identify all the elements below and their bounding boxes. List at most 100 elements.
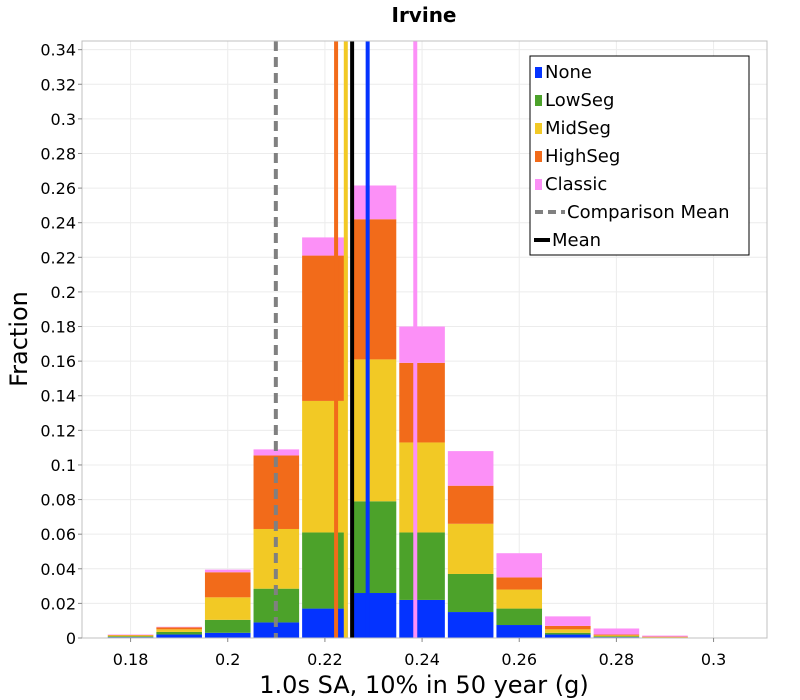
bar-none-8 [496, 625, 543, 638]
y-tick-label: 0.06 [40, 525, 76, 544]
bar-none-1 [156, 634, 202, 638]
x-tick-label: 0.22 [307, 650, 343, 669]
legend-swatch-none [535, 67, 542, 78]
bar-midseg-7 [447, 523, 494, 574]
y-tick-label: 0.3 [51, 110, 76, 129]
y-tick-label: 0.14 [40, 387, 76, 406]
bar-highseg-5 [350, 219, 397, 360]
bar-highseg-4 [302, 255, 348, 401]
bar-lowseg-6 [399, 532, 445, 600]
bar-classic-1 [156, 626, 202, 628]
bar-highseg-9 [545, 625, 591, 630]
bar-midseg-5 [350, 359, 397, 502]
legend-box [529, 55, 750, 256]
legend-label-mean: Mean [552, 230, 601, 251]
bar-lowseg-7 [447, 573, 494, 613]
bar-lowseg-1 [156, 631, 202, 635]
plot-frame [81, 40, 768, 639]
bar-lowseg-0 [107, 636, 154, 638]
bar-midseg-9 [545, 629, 591, 633]
bar-midseg-11 [642, 636, 688, 638]
bar-lowseg-9 [545, 632, 591, 635]
x-axis-label: 1.0s SA, 10% in 50 year (g) [259, 671, 588, 699]
bar-lowseg-10 [593, 636, 640, 638]
bar-classic-4 [302, 237, 348, 256]
bar-none-7 [447, 612, 494, 638]
bar-classic-8 [496, 553, 543, 578]
bar-none-2 [204, 632, 251, 638]
y-tick-label: 0 [66, 629, 76, 648]
legend-swatch-midseg [535, 123, 542, 134]
y-tick-label: 0.18 [40, 318, 76, 337]
bar-none-3 [253, 622, 300, 638]
legend-label-none: None [545, 62, 592, 83]
legend-swatch-classic [535, 179, 542, 190]
y-tick-label: 0.02 [40, 594, 76, 613]
y-tick-label: 0.32 [40, 75, 76, 94]
chart-title: Irvine [392, 3, 457, 27]
bar-lowseg-5 [350, 501, 397, 594]
bar-midseg-4 [302, 400, 348, 533]
x-tick-label: 0.3 [701, 650, 726, 669]
stacked-bars [107, 185, 737, 639]
legend-label-highseg: HighSeg [545, 146, 620, 167]
bar-highseg-0 [107, 634, 154, 636]
x-tick-label: 0.28 [599, 650, 635, 669]
bar-highseg-8 [496, 577, 543, 590]
bar-none-6 [399, 599, 445, 638]
bar-none-9 [545, 634, 591, 638]
bar-classic-10 [593, 628, 640, 635]
bar-lowseg-8 [496, 608, 543, 626]
y-tick-label: 0.12 [40, 421, 76, 440]
bar-midseg-8 [496, 589, 543, 609]
bar-classic-11 [642, 635, 688, 637]
bar-none-5 [350, 593, 397, 638]
bar-midseg-10 [593, 635, 640, 637]
x-axis-ticks: 0.18 0.2 0.22 0.24 0.26 0.28 0.3 [113, 638, 726, 669]
x-tick-label: 0.18 [113, 650, 149, 669]
x-tick-label: 0.2 [215, 650, 240, 669]
x-tick-label: 0.26 [501, 650, 537, 669]
bar-lowseg-2 [204, 619, 251, 633]
bar-classic-9 [545, 616, 591, 626]
y-axis-ticks: 0 0.02 0.04 0.06 0.08 0.1 0.12 0.14 0.16 0.18 0.2 0… [40, 41, 82, 648]
bar-highseg-10 [593, 634, 640, 636]
y-tick-label: 0.04 [40, 560, 76, 579]
bar-midseg-1 [156, 629, 202, 632]
bar-highseg-2 [204, 572, 251, 598]
bar-midseg-2 [204, 597, 251, 620]
bar-midseg-6 [399, 442, 445, 533]
legend-swatch-highseg [535, 151, 542, 162]
bar-lowseg-4 [302, 532, 348, 609]
legend-label-midseg: MidSeg [545, 118, 611, 139]
y-tick-label: 0.2 [51, 283, 76, 302]
bar-classic-5 [350, 185, 397, 220]
x-tick-label: 0.24 [404, 650, 440, 669]
bar-none-4 [302, 608, 348, 638]
bar-classic-0 [107, 634, 154, 636]
y-tick-label: 0.22 [40, 248, 76, 267]
y-tick-label: 0.08 [40, 491, 76, 510]
y-tick-label: 0.1 [51, 456, 76, 475]
y-tick-label: 0.24 [40, 214, 76, 233]
bar-highseg-1 [156, 627, 202, 630]
bar-classic-3 [253, 449, 300, 456]
bar-classic-6 [399, 326, 445, 363]
legend-label-classic: Classic [545, 174, 607, 195]
y-tick-label: 0.34 [40, 41, 76, 60]
legend-swatch-lowseg [535, 95, 542, 106]
y-axis-label: Fraction [5, 291, 33, 387]
y-tick-label: 0.28 [40, 144, 76, 163]
y-tick-label: 0.16 [40, 352, 76, 371]
bar-highseg-11 [642, 636, 688, 638]
bar-highseg-6 [399, 362, 445, 443]
bar-classic-7 [447, 451, 494, 486]
legend-label-lowseg: LowSeg [545, 90, 614, 111]
bar-highseg-7 [447, 485, 494, 524]
y-tick-label: 0.26 [40, 179, 76, 198]
bar-midseg-0 [107, 635, 154, 637]
legend: None LowSeg MidSeg HighSeg Classic Comparison… [529, 55, 750, 256]
mean-lines [273, 41, 418, 638]
bar-classic-2 [204, 569, 251, 573]
